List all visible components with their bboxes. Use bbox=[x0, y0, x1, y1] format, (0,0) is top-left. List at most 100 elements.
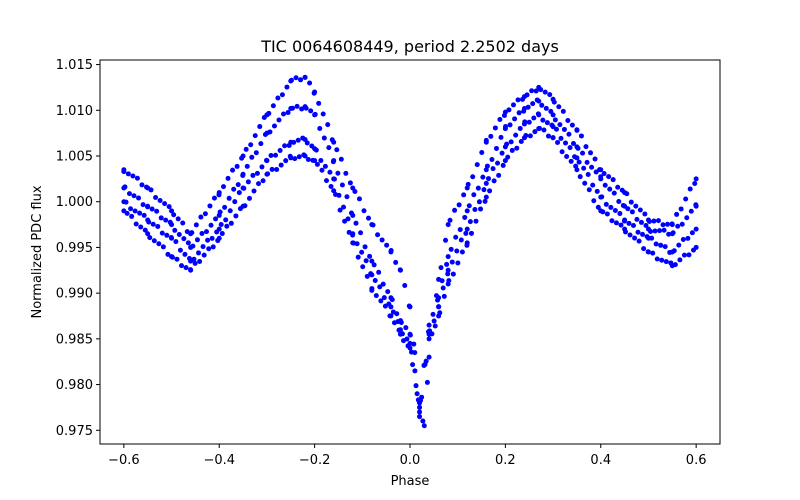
data-point bbox=[131, 193, 137, 199]
data-point bbox=[171, 212, 177, 218]
data-point bbox=[274, 166, 280, 172]
data-point bbox=[581, 165, 587, 171]
data-point bbox=[246, 195, 252, 201]
y-tick-label: 0.995 bbox=[56, 241, 93, 256]
data-point bbox=[305, 157, 311, 162]
data-point bbox=[153, 194, 159, 200]
data-point bbox=[663, 259, 669, 265]
data-point bbox=[264, 171, 270, 177]
data-point bbox=[128, 206, 134, 212]
data-point bbox=[201, 252, 207, 258]
data-point bbox=[417, 404, 423, 410]
data-point bbox=[378, 298, 384, 304]
data-point bbox=[632, 235, 638, 241]
data-point bbox=[589, 164, 595, 170]
data-point bbox=[165, 251, 171, 257]
data-point bbox=[502, 126, 508, 132]
data-point bbox=[688, 208, 694, 214]
data-point bbox=[536, 112, 542, 118]
x-tick-label: −0.6 bbox=[108, 453, 140, 468]
data-point bbox=[210, 244, 216, 250]
data-point bbox=[366, 215, 372, 221]
data-point bbox=[546, 133, 551, 139]
data-point bbox=[487, 188, 493, 194]
data-point bbox=[159, 230, 165, 236]
data-point bbox=[622, 226, 628, 232]
data-point bbox=[616, 199, 622, 205]
data-point bbox=[393, 259, 399, 265]
data-point bbox=[436, 304, 442, 310]
data-point bbox=[308, 108, 314, 114]
data-point bbox=[438, 265, 444, 271]
data-point bbox=[622, 217, 628, 223]
data-point bbox=[483, 167, 489, 173]
data-point bbox=[645, 235, 651, 241]
data-point bbox=[470, 174, 476, 180]
data-point bbox=[576, 159, 582, 165]
data-point bbox=[478, 206, 484, 212]
data-point bbox=[669, 222, 675, 228]
data-point bbox=[320, 111, 326, 117]
data-point bbox=[288, 105, 294, 111]
data-point bbox=[530, 101, 536, 107]
data-point bbox=[516, 110, 522, 116]
data-point bbox=[350, 212, 356, 218]
data-point bbox=[175, 216, 181, 222]
data-point bbox=[180, 220, 186, 226]
data-point bbox=[245, 179, 251, 185]
data-point bbox=[397, 331, 403, 337]
data-point bbox=[480, 174, 486, 180]
data-point bbox=[158, 215, 164, 221]
data-point bbox=[500, 162, 506, 168]
data-point bbox=[449, 259, 455, 265]
data-point bbox=[436, 295, 442, 301]
data-point bbox=[282, 143, 288, 149]
data-point bbox=[638, 219, 644, 225]
data-point bbox=[240, 153, 246, 159]
data-point bbox=[430, 311, 436, 317]
data-point bbox=[325, 122, 331, 128]
data-point bbox=[653, 241, 659, 247]
data-point bbox=[591, 198, 597, 204]
data-point bbox=[598, 194, 604, 200]
data-point bbox=[684, 215, 690, 221]
data-point bbox=[141, 212, 147, 218]
data-point bbox=[411, 341, 417, 347]
data-point bbox=[612, 207, 618, 213]
data-point bbox=[450, 271, 456, 277]
data-point bbox=[314, 161, 320, 167]
data-point bbox=[211, 195, 217, 201]
data-point bbox=[322, 163, 328, 169]
data-point bbox=[547, 92, 553, 98]
data-point bbox=[421, 423, 427, 429]
data-point bbox=[328, 184, 334, 190]
data-point bbox=[288, 155, 294, 161]
data-point bbox=[292, 156, 298, 162]
data-point bbox=[353, 220, 359, 226]
data-point bbox=[471, 192, 477, 198]
data-point bbox=[341, 204, 347, 210]
data-point bbox=[636, 238, 642, 244]
data-point bbox=[225, 175, 231, 181]
data-point bbox=[149, 206, 155, 212]
data-point bbox=[598, 167, 604, 173]
data-point bbox=[388, 295, 394, 301]
data-point bbox=[550, 124, 556, 130]
data-point bbox=[618, 222, 624, 228]
data-point bbox=[608, 204, 614, 210]
data-point bbox=[557, 122, 563, 128]
data-point bbox=[675, 223, 681, 229]
data-point bbox=[615, 184, 621, 190]
data-point bbox=[464, 226, 470, 232]
data-point bbox=[447, 217, 453, 223]
data-point bbox=[361, 208, 367, 214]
data-point bbox=[169, 254, 175, 260]
data-point bbox=[526, 119, 532, 125]
data-point bbox=[384, 242, 390, 248]
data-point bbox=[483, 194, 489, 200]
data-point bbox=[407, 345, 413, 351]
data-point bbox=[256, 181, 262, 187]
data-point bbox=[669, 231, 675, 237]
data-point bbox=[319, 167, 325, 173]
data-point bbox=[137, 210, 143, 216]
